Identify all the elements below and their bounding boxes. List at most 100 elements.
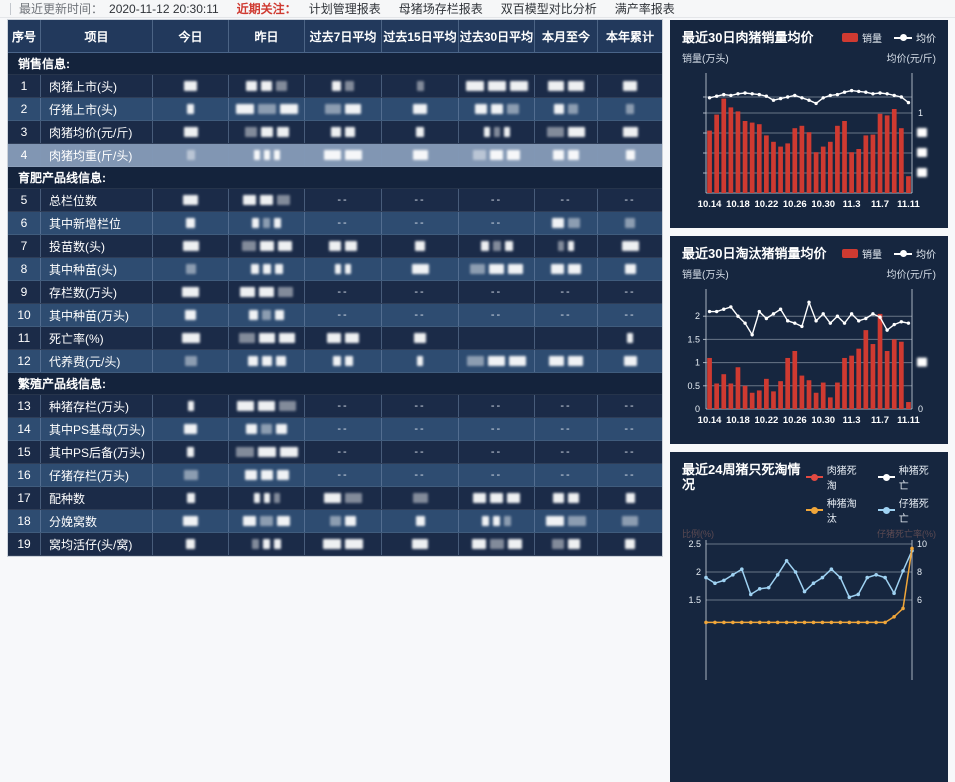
table-cell (305, 235, 382, 257)
no-data-dashes: -- (560, 309, 572, 321)
table-row[interactable]: 1 肉猪上市(头) (8, 75, 662, 98)
legend-item-sales[interactable]: 销量 (842, 246, 882, 261)
no-data-dashes: -- (337, 446, 349, 458)
table-row[interactable]: 7 投苗数(头) (8, 235, 662, 258)
table-row[interactable]: 19 窝均活仔(头/窝) (8, 533, 662, 556)
death-cull-chart[interactable]: 2.5 2 1.5 10 8 6 (682, 540, 936, 680)
row-label: 分娩窝数 (41, 510, 153, 532)
table-cell: -- (305, 212, 382, 234)
chart-title: 最近24周猪只死淘情况 (682, 462, 801, 492)
no-data-dashes: -- (490, 286, 503, 298)
menu-item-sow-inventory-report[interactable]: 母猪场存栏报表 (398, 2, 483, 16)
table-cell (598, 487, 662, 509)
table-cell (305, 98, 382, 120)
legend-item-肉猪死淘[interactable]: 肉猪死淘 (805, 462, 864, 492)
table-cell (598, 121, 662, 143)
table-row[interactable]: 9 存栏数(万头) -- -- -- -- -- (8, 281, 662, 304)
table-cell (305, 75, 382, 97)
svg-text:1: 1 (695, 358, 700, 368)
no-data-dashes: -- (337, 423, 349, 435)
table-row[interactable]: 5 总栏位数 -- -- -- -- -- (8, 189, 662, 212)
table-row[interactable]: 12 代养费(元/头) (8, 350, 662, 373)
row-number: 8 (8, 258, 41, 280)
update-time-label: 最近更新时间： (19, 2, 104, 16)
y-axis-label-left: 销量(万头) (682, 270, 729, 281)
table-row[interactable]: 17 配种数 (8, 487, 662, 510)
table-cell (153, 418, 229, 440)
row-number: 6 (8, 212, 41, 234)
legend-item-price[interactable]: 均价 (894, 30, 936, 45)
table-row[interactable]: 16 仔猪存栏(万头) -- -- -- -- -- (8, 464, 662, 487)
menu-item-capacity-report[interactable]: 满产率报表 (614, 2, 675, 16)
svg-text:10.22: 10.22 (754, 199, 778, 210)
legend-item-sales[interactable]: 销量 (842, 30, 882, 45)
table-cell (535, 235, 598, 257)
table-row[interactable]: 18 分娩窝数 (8, 510, 662, 533)
table-cell (535, 98, 598, 120)
table-cell (382, 487, 459, 509)
table-row[interactable]: 6 其中新增栏位 -- -- -- (8, 212, 662, 235)
table-row[interactable]: 4 肉猪均重(斤/头) (8, 144, 662, 167)
series-line-icon (805, 473, 823, 481)
table-cell (229, 281, 305, 303)
no-data-dashes: -- (337, 286, 349, 298)
table-row[interactable]: 3 肉猪均价(元/斤) (8, 121, 662, 144)
row-label: 其中PS基母(万头) (41, 418, 153, 440)
sales-bar-swatch-icon (842, 249, 858, 258)
table-row[interactable]: 15 其中PS后备(万头) -- -- -- -- -- (8, 441, 662, 464)
table-cell (382, 510, 459, 532)
table-cell: -- (459, 464, 535, 486)
table-cell (229, 98, 305, 120)
chart-legend: 销量 均价 (842, 246, 936, 261)
table-cell (459, 350, 535, 372)
update-time-value: 2020-11-12 20:30:11 (109, 1, 219, 16)
table-cell (535, 487, 598, 509)
no-data-dashes: -- (490, 217, 503, 229)
table-cell (459, 144, 535, 166)
legend-item-种猪淘汰[interactable]: 种猪淘汰 (805, 495, 864, 525)
table-cell (153, 441, 229, 463)
legend-item-price[interactable]: 均价 (894, 246, 936, 261)
no-data-dashes: -- (560, 446, 572, 458)
svg-text:10.26: 10.26 (783, 199, 807, 210)
table-cell: -- (382, 281, 459, 303)
no-data-dashes: -- (560, 469, 572, 481)
table-cell: -- (382, 464, 459, 486)
pig-sales-chart[interactable]: 1 10.14 10.18 10.22 10.26 10.30 11.3 11.7 11.11 (682, 65, 936, 225)
table-cell (229, 464, 305, 486)
row-number: 17 (8, 487, 41, 509)
legend-item-种猪死亡[interactable]: 种猪死亡 (877, 462, 936, 492)
table-cell: -- (598, 418, 662, 440)
table-cell: -- (459, 212, 535, 234)
table-cell (598, 510, 662, 532)
table-row[interactable]: 2 仔猪上市(头) (8, 98, 662, 121)
table-row[interactable]: 14 其中PS基母(万头) -- -- -- -- -- (8, 418, 662, 441)
table-row[interactable]: 8 其中种苗(头) (8, 258, 662, 281)
no-data-dashes: -- (337, 217, 349, 229)
svg-text:2: 2 (696, 567, 701, 577)
row-label: 死亡率(%) (41, 327, 153, 349)
table-cell (153, 350, 229, 372)
cull-sales-chart[interactable]: 21.510.50 010.14 10.18 10.22 10.26 10.30 11.3 1… (682, 281, 936, 441)
svg-text:10.30: 10.30 (811, 415, 835, 426)
row-number: 4 (8, 144, 41, 166)
row-number: 5 (8, 189, 41, 211)
table-cell (459, 258, 535, 280)
no-data-dashes: -- (337, 469, 349, 481)
table-cell (459, 533, 535, 555)
table-cell (459, 487, 535, 509)
menu-item-model-compare[interactable]: 双百模型对比分析 (500, 2, 597, 16)
row-label: 配种数 (41, 487, 153, 509)
table-row[interactable]: 10 其中种苗(万头) -- -- -- -- -- (8, 304, 662, 327)
legend-item-仔猪死亡[interactable]: 仔猪死亡 (877, 495, 936, 525)
table-cell: -- (459, 441, 535, 463)
table-cell (229, 212, 305, 234)
menu-item-plan-report[interactable]: 计划管理报表 (308, 2, 381, 16)
table-cell: -- (535, 418, 598, 440)
table-row[interactable]: 13 种猪存栏(万头) -- -- -- -- -- (8, 395, 662, 418)
svg-text:11.11: 11.11 (897, 199, 920, 210)
table-row[interactable]: 11 死亡率(%) (8, 327, 662, 350)
table-cell (382, 350, 459, 372)
table-cell (459, 75, 535, 97)
table-cell (305, 510, 382, 532)
